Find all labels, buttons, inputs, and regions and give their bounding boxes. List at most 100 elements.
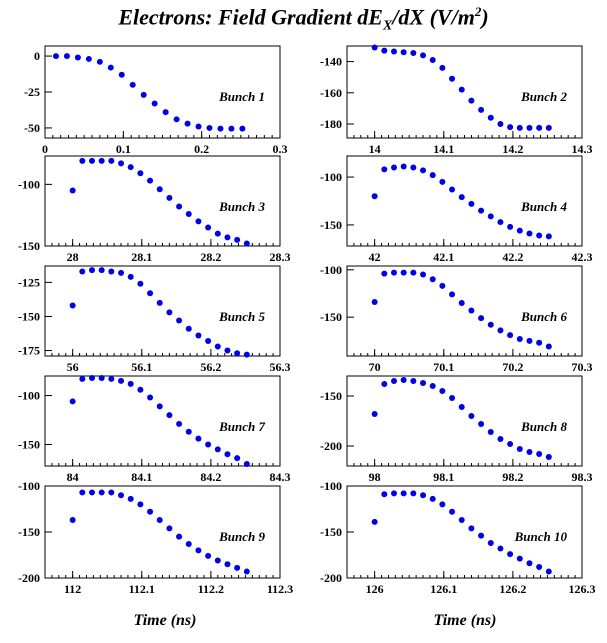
- title-main: Electrons: Field Gradient dE: [118, 4, 383, 30]
- y-tick-label: -100: [18, 479, 40, 493]
- data-point: [371, 44, 378, 51]
- x-tick-label: 42: [369, 250, 381, 264]
- data-point: [545, 568, 552, 575]
- data-point: [400, 163, 407, 170]
- data-point: [449, 75, 456, 82]
- data-point: [127, 164, 134, 171]
- data-point: [545, 124, 552, 131]
- data-point: [516, 227, 523, 234]
- data-point: [468, 200, 475, 207]
- data-point: [400, 49, 407, 56]
- x-tick-label: 14.1: [433, 142, 454, 156]
- data-point: [195, 123, 202, 130]
- data-point: [410, 50, 417, 57]
- data-point: [536, 563, 543, 570]
- data-point: [400, 490, 407, 497]
- data-point: [69, 187, 76, 194]
- data-point: [545, 343, 552, 350]
- data-point: [195, 332, 202, 339]
- data-point: [166, 194, 173, 201]
- data-point: [129, 81, 136, 88]
- data-point: [478, 532, 485, 539]
- x-tick-label: 56.1: [131, 360, 152, 374]
- y-tick-label: -150: [320, 310, 342, 324]
- y-tick-label: -50: [24, 121, 40, 135]
- data-point: [439, 388, 446, 394]
- data-point: [156, 517, 163, 524]
- data-point: [410, 269, 417, 276]
- data-point: [69, 517, 76, 524]
- data-point: [507, 551, 514, 558]
- data-point: [137, 386, 144, 393]
- data-point: [468, 413, 475, 419]
- y-tick-label: -100: [18, 389, 40, 403]
- bunch-label: Bunch 2: [520, 89, 567, 104]
- bunch-label: Bunch 7: [218, 419, 265, 434]
- data-point: [400, 269, 407, 276]
- x-axis-label-left: Time (ns): [133, 612, 197, 629]
- data-point: [79, 268, 86, 275]
- data-point: [185, 210, 192, 217]
- y-tick-label: -150: [320, 218, 342, 232]
- data-point: [195, 435, 202, 442]
- data-point: [214, 557, 221, 564]
- data-point: [371, 411, 378, 417]
- data-point: [478, 315, 485, 322]
- y-tick-label: -175: [18, 344, 40, 358]
- y-tick-label: -150: [320, 525, 342, 539]
- data-point: [243, 461, 250, 468]
- data-point: [420, 380, 427, 386]
- data-point: [118, 492, 125, 499]
- data-point: [176, 203, 183, 210]
- x-tick-label: 0: [42, 142, 48, 156]
- data-point: [52, 53, 59, 60]
- x-tick-label: 84.1: [131, 470, 152, 484]
- data-point: [79, 157, 86, 164]
- data-point: [487, 540, 494, 547]
- data-point: [487, 213, 494, 220]
- data-point: [184, 120, 191, 127]
- data-point: [487, 321, 494, 328]
- data-point: [449, 508, 456, 515]
- data-point: [185, 325, 192, 332]
- data-point: [89, 374, 95, 381]
- data-point: [176, 317, 183, 324]
- x-tick-label: 112.2: [198, 582, 224, 596]
- data-point: [205, 338, 212, 344]
- x-tick-label: 42.1: [433, 250, 454, 264]
- data-point: [468, 525, 475, 532]
- data-point: [224, 561, 231, 568]
- data-point: [166, 525, 173, 532]
- data-point: [391, 378, 397, 384]
- data-point: [69, 302, 76, 309]
- data-point: [371, 299, 378, 305]
- data-point: [507, 441, 514, 447]
- x-tick-label: 0.2: [194, 142, 209, 156]
- data-point: [429, 172, 436, 179]
- data-point: [391, 48, 397, 55]
- data-point: [526, 560, 533, 567]
- data-point: [526, 124, 533, 131]
- data-point: [410, 490, 417, 497]
- x-tick-label: 70.1: [433, 360, 454, 374]
- x-tick-label: 56.2: [200, 360, 221, 374]
- panel-bunch-2: 14 14.1 14.2 14.3 -140 -160 -180 Bunch 2: [320, 44, 593, 156]
- data-point: [507, 223, 514, 230]
- data-point: [371, 193, 378, 200]
- data-point: [156, 186, 163, 193]
- data-point: [79, 375, 86, 382]
- x-tick-label: 70.2: [502, 360, 523, 374]
- x-tick-label: 28.3: [270, 250, 291, 264]
- data-point: [507, 332, 514, 339]
- data-point: [127, 495, 134, 502]
- data-point: [458, 194, 465, 201]
- data-point: [89, 489, 95, 496]
- data-point: [140, 91, 147, 98]
- x-tick-label: 0.1: [116, 142, 131, 156]
- data-point: [371, 518, 378, 525]
- bunch-label: Bunch 9: [218, 529, 265, 544]
- data-point: [166, 309, 173, 316]
- data-point: [391, 490, 397, 497]
- x-tick-label: 98.1: [433, 470, 454, 484]
